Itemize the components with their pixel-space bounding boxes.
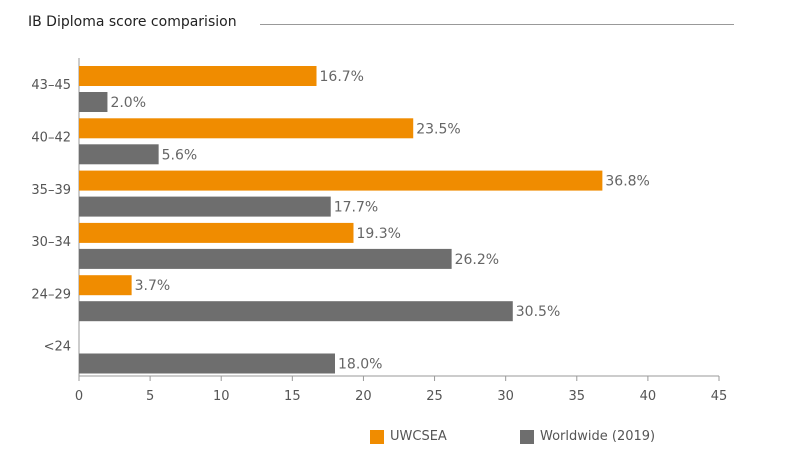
- data-label-uwcsea: 23.5%: [416, 121, 460, 137]
- category-label: 24–29: [31, 287, 71, 302]
- category-label: 43–45: [31, 78, 71, 93]
- legend-item-worldwide: Worldwide (2019): [520, 429, 655, 444]
- bar-uwcsea: [79, 170, 603, 191]
- bar-uwcsea: [79, 66, 317, 86]
- bar-worldwide: [79, 248, 452, 269]
- title-divider: [260, 24, 734, 25]
- legend-label-worldwide: Worldwide (2019): [540, 429, 656, 444]
- bar-uwcsea: [79, 275, 132, 296]
- category-label: 40–42: [31, 130, 71, 145]
- data-label-worldwide: 5.6%: [162, 147, 198, 163]
- bar-worldwide: [79, 301, 513, 322]
- bar-worldwide: [79, 353, 335, 374]
- chart-title: IB Diploma score comparision: [28, 14, 237, 30]
- legend-item-uwcsea: UWCSEA: [370, 429, 447, 444]
- x-tick-label: 40: [640, 389, 657, 404]
- x-tick-label: 30: [497, 389, 514, 404]
- category-label: 30–34: [31, 235, 71, 250]
- bar-uwcsea: [79, 118, 414, 139]
- data-label-worldwide: 2.0%: [110, 95, 146, 111]
- x-tick-label: 25: [426, 389, 443, 404]
- x-tick-label: 15: [284, 389, 301, 404]
- chart-title-row: IB Diploma score comparision: [28, 14, 734, 36]
- x-tick-label: 45: [711, 389, 728, 404]
- data-label-uwcsea: 19.3%: [356, 226, 400, 242]
- category-label: <24: [44, 340, 71, 355]
- legend-swatch-uwcsea: [370, 429, 384, 444]
- legend-swatch-worldwide: [520, 429, 534, 444]
- data-label-worldwide: 30.5%: [516, 304, 560, 320]
- x-tick-label: 35: [569, 389, 586, 404]
- bar-worldwide: [79, 196, 331, 217]
- bar-worldwide: [79, 144, 159, 165]
- data-label-uwcsea: 36.8%: [605, 174, 649, 190]
- data-label-worldwide: 18.0%: [338, 357, 382, 373]
- category-label: 35–39: [31, 183, 71, 198]
- bar-uwcsea: [79, 222, 354, 243]
- bar-worldwide: [79, 92, 108, 112]
- x-tick-label: 20: [355, 389, 372, 404]
- x-tick-label: 10: [213, 389, 230, 404]
- data-label-uwcsea: 16.7%: [320, 69, 364, 85]
- x-tick-label: 0: [75, 389, 83, 404]
- data-label-worldwide: 17.7%: [334, 200, 378, 216]
- legend-label-uwcsea: UWCSEA: [390, 429, 447, 444]
- x-tick-label: 5: [146, 389, 154, 404]
- data-label-uwcsea: 3.7%: [135, 278, 171, 294]
- data-label-worldwide: 26.2%: [455, 252, 499, 268]
